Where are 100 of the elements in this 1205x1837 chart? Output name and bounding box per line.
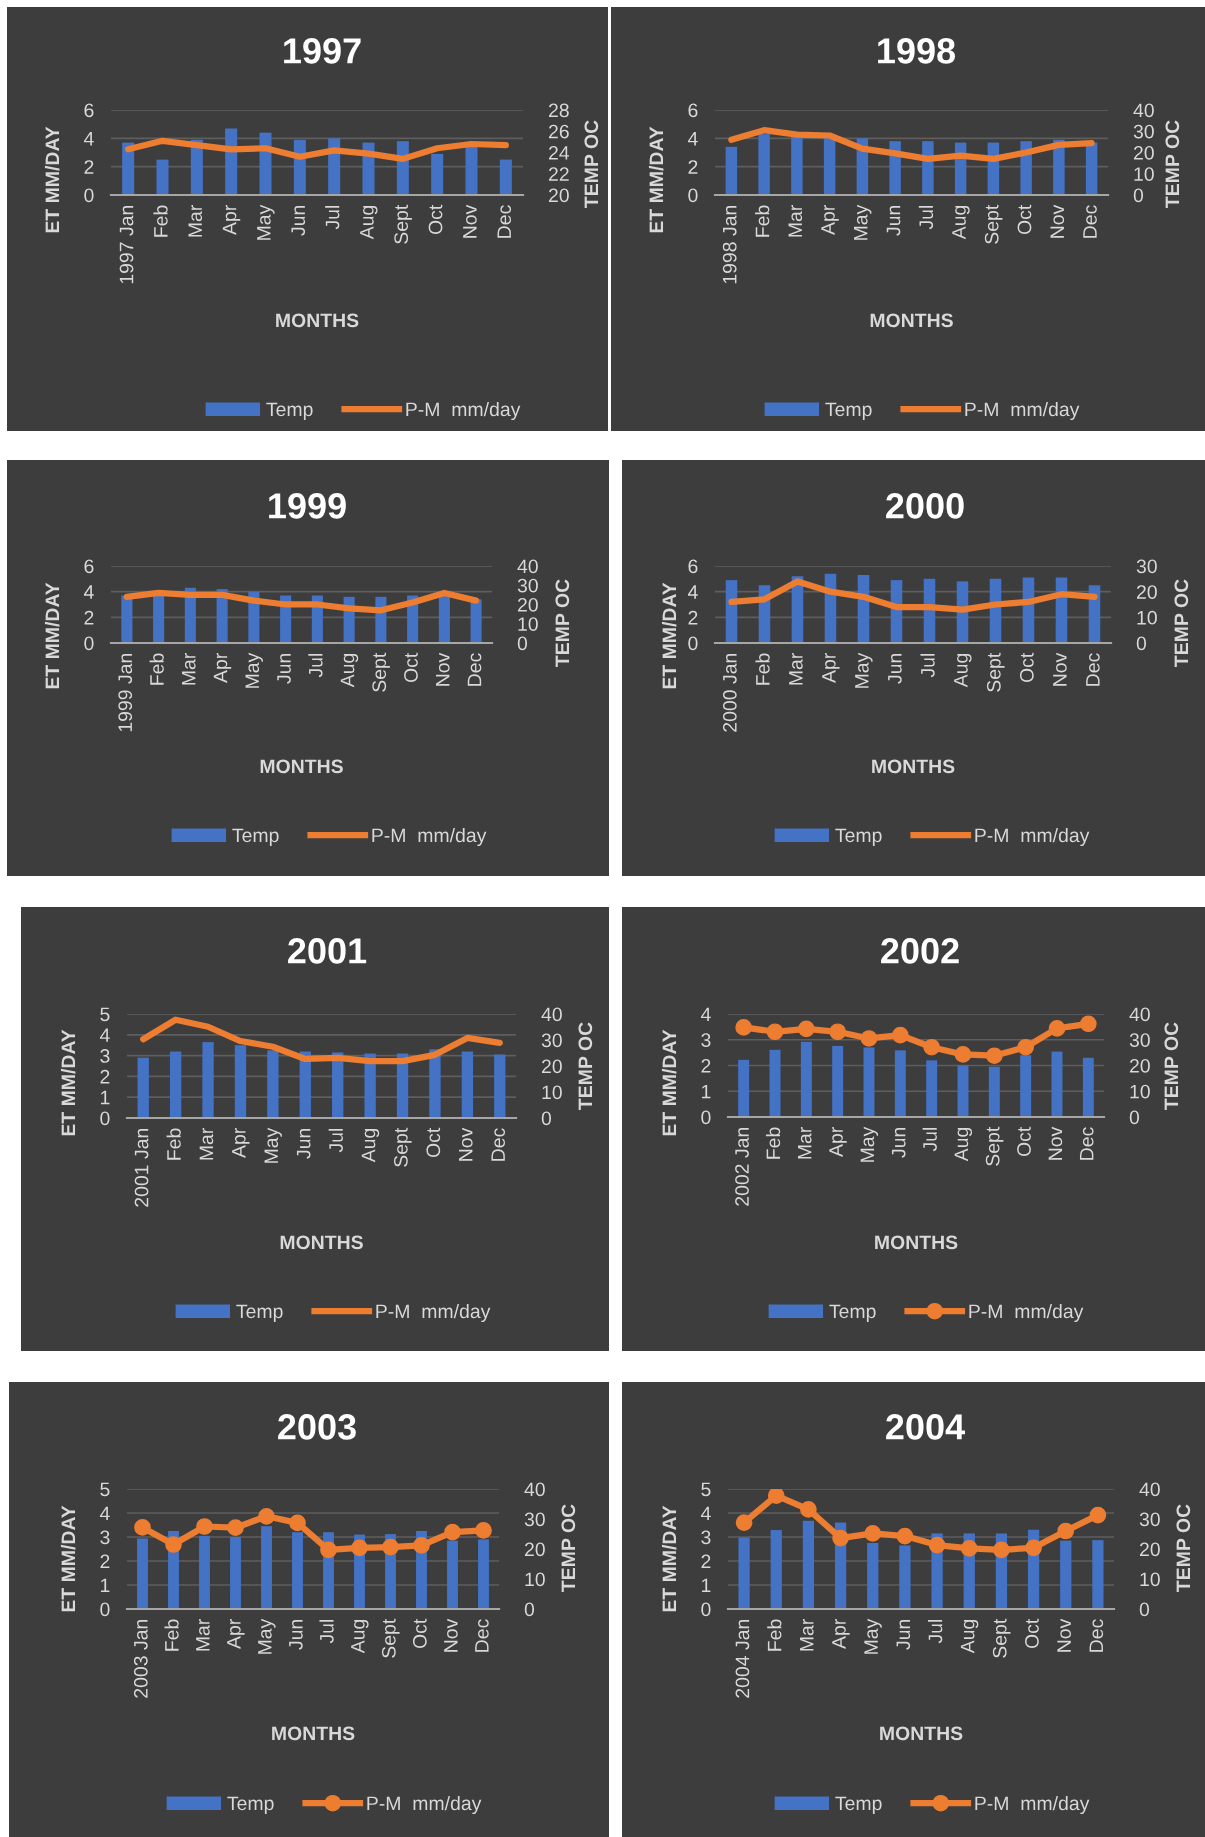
- chart-title: 1997: [284, 38, 361, 64]
- bar: [470, 599, 482, 643]
- x-tick-label: Mar: [789, 653, 803, 685]
- y-tick-label: 1: [101, 1090, 110, 1105]
- x-axis-title: MONTHS: [872, 759, 955, 774]
- y-tick-label: 0: [84, 636, 94, 651]
- bar: [738, 1059, 750, 1117]
- bar: [899, 1545, 911, 1609]
- y2-tick-label: 30: [541, 1033, 562, 1048]
- y2-tick-label: 40: [1139, 1482, 1160, 1497]
- bar: [800, 1041, 812, 1117]
- y-tick-label: 6: [84, 103, 94, 118]
- x-tick-label: May: [258, 1618, 276, 1654]
- bar: [867, 1543, 879, 1609]
- y-tick-label: 0: [701, 1110, 711, 1125]
- y2-axis-title: TEMP OC: [1164, 1022, 1179, 1110]
- x-tick-label: Dec: [475, 1619, 489, 1652]
- x-axis-title: MONTHS: [272, 1726, 355, 1741]
- point: [1089, 1506, 1107, 1524]
- bar: [494, 1054, 506, 1118]
- bar: [1020, 1055, 1032, 1117]
- x-tick-label: Jun: [277, 653, 291, 684]
- point: [196, 1518, 213, 1535]
- x-axis-title: MONTHS: [280, 1235, 363, 1250]
- x-tick-label: Dec: [1086, 653, 1100, 686]
- bar: [121, 595, 133, 643]
- y2-tick-label: 28: [548, 103, 569, 118]
- x-axis-title: MONTHS: [880, 1726, 963, 1741]
- y2-tick-label: 40: [541, 1007, 562, 1022]
- y2-tick-label: 20: [517, 597, 538, 612]
- x-tick-label: May: [855, 652, 873, 688]
- point: [413, 1537, 430, 1554]
- y2-tick-label: 30: [1133, 124, 1154, 139]
- y-tick-label: 2: [688, 160, 698, 174]
- point: [735, 1514, 753, 1531]
- x-axis-title: MONTHS: [276, 313, 359, 328]
- point: [954, 1046, 972, 1063]
- legend-label: Temp: [232, 828, 279, 847]
- chart-title: 2000: [886, 493, 964, 519]
- y-tick-label: 2: [84, 160, 94, 174]
- x-tick-label: Aug: [340, 653, 359, 688]
- x-tick-label: Sept: [393, 1127, 412, 1167]
- y-axis-title: ET MM/DAY: [60, 1505, 76, 1612]
- x-tick-label: Mar: [797, 1127, 812, 1159]
- x-tick-label: Jul: [325, 206, 340, 230]
- point: [475, 1522, 492, 1539]
- y2-tick-label: 10: [542, 1085, 562, 1100]
- x-tick-label: Sept: [986, 652, 1005, 692]
- x-axis-title: MONTHS: [875, 1235, 958, 1250]
- x-tick-label: Sept: [381, 1618, 400, 1658]
- y2-tick-label: 0: [1139, 1602, 1150, 1617]
- y-tick-label: 4: [687, 585, 698, 599]
- point: [1048, 1020, 1066, 1037]
- y2-tick-label: 10: [1137, 610, 1157, 625]
- legend-label: Temp: [236, 1304, 283, 1323]
- bar: [465, 144, 478, 195]
- y2-tick-label: 0: [1129, 1110, 1140, 1125]
- x-tick-label: 1998 Jan: [722, 205, 737, 284]
- x-tick-label: Apr: [829, 1127, 847, 1157]
- y-tick-label: 2: [100, 1069, 110, 1084]
- y2-tick-label: 30: [517, 578, 538, 593]
- x-tick-label: Aug: [952, 205, 970, 240]
- bar: [1060, 1540, 1072, 1609]
- x-tick-label: Feb: [149, 653, 164, 685]
- y2-tick-label: 20: [1139, 1542, 1160, 1557]
- bar: [267, 1050, 279, 1118]
- x-tick-label: Mar: [199, 1128, 214, 1160]
- x-tick-label: Oct: [412, 1618, 427, 1649]
- point: [993, 1541, 1010, 1559]
- x-tick-label: Aug: [954, 653, 972, 688]
- x-tick-label: Apr: [222, 205, 241, 235]
- bar: [802, 1520, 815, 1609]
- x-tick-label: Apr: [227, 1619, 245, 1649]
- y2-tick-label: 30: [1139, 1512, 1160, 1527]
- y-tick-label: 4: [99, 1028, 110, 1042]
- point: [1079, 1015, 1097, 1033]
- bar: [725, 146, 738, 195]
- bar: [259, 132, 272, 195]
- bar: [156, 159, 169, 195]
- y2-axis-title: TEMP OC: [1165, 120, 1180, 208]
- point: [923, 1038, 941, 1056]
- y-tick-label: 4: [687, 132, 698, 146]
- bar: [1082, 1057, 1094, 1117]
- legend-label: Temp: [835, 1796, 882, 1815]
- x-tick-label: Jun: [291, 205, 306, 236]
- x-tick-label: Dec: [491, 1128, 506, 1161]
- y-tick-label: 4: [83, 585, 94, 599]
- point: [735, 1019, 753, 1036]
- bar: [461, 1051, 474, 1118]
- y-tick-label: 1: [702, 1084, 711, 1099]
- bar: [137, 1538, 148, 1609]
- x-tick-label: Aug: [960, 1619, 979, 1654]
- y2-tick-label: 10: [1130, 1084, 1150, 1099]
- y-tick-label: 6: [688, 559, 698, 574]
- y-tick-label: 0: [84, 188, 94, 203]
- y-tick-label: 4: [700, 1007, 711, 1022]
- bar: [863, 1047, 875, 1117]
- legend-label: P-M mm/day: [975, 827, 1090, 847]
- x-tick-label: Nov: [436, 652, 450, 686]
- y-tick-label: 5: [701, 1482, 711, 1497]
